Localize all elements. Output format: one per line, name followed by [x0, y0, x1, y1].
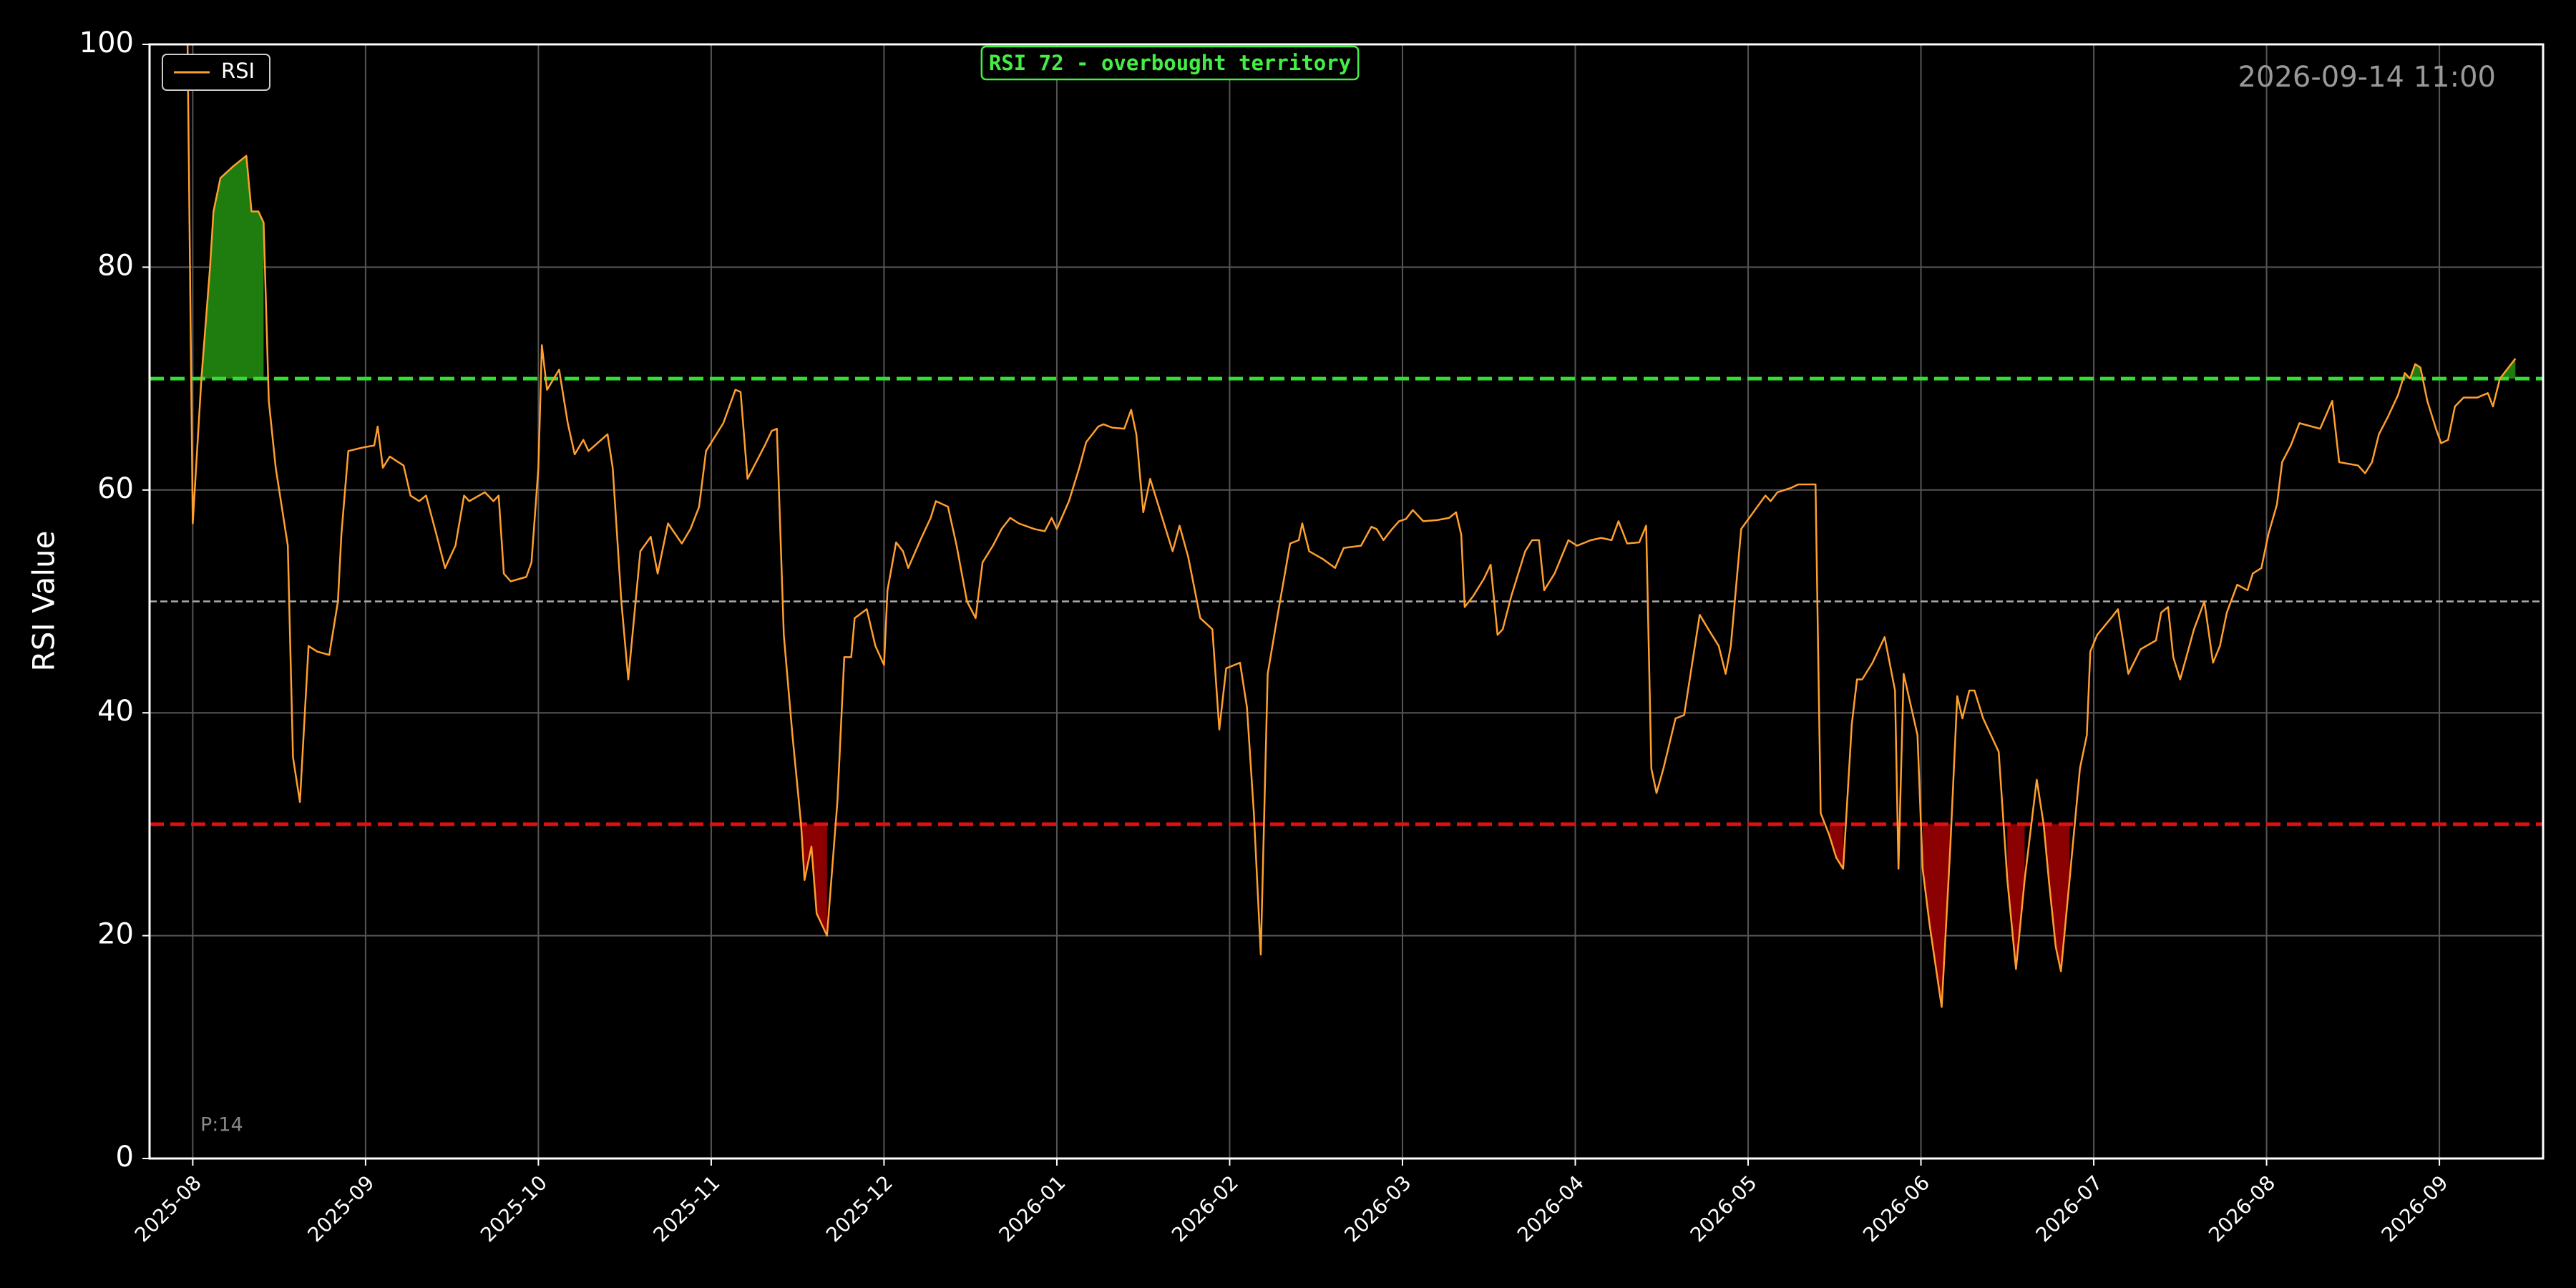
y-tick-label: 40 [97, 695, 134, 728]
y-axis-label: RSI Value [26, 531, 62, 672]
plot-frame [148, 43, 2545, 1160]
oversold-fill [2007, 824, 2025, 970]
period-label: P:14 [200, 1114, 243, 1136]
oversold-fill [1829, 824, 1843, 869]
y-tick-label: 20 [97, 918, 134, 951]
annotation: RSI 72 - overbought territory [989, 51, 1351, 75]
oversold-fill [801, 824, 827, 936]
y-tick-label: 80 [97, 249, 134, 282]
y-tick-label: 0 [116, 1141, 134, 1174]
timestamp: 2026-09-14 11:00 [2238, 61, 2496, 94]
rsi-line [186, 44, 2517, 1008]
legend-label: RSI [221, 59, 255, 83]
annotation-box [980, 45, 1360, 81]
oversold-fill [2044, 824, 2070, 972]
y-tick-label: 100 [79, 26, 134, 59]
legend-box [162, 54, 270, 91]
overbought-fill [201, 155, 264, 379]
y-tick-label: 60 [97, 472, 134, 505]
